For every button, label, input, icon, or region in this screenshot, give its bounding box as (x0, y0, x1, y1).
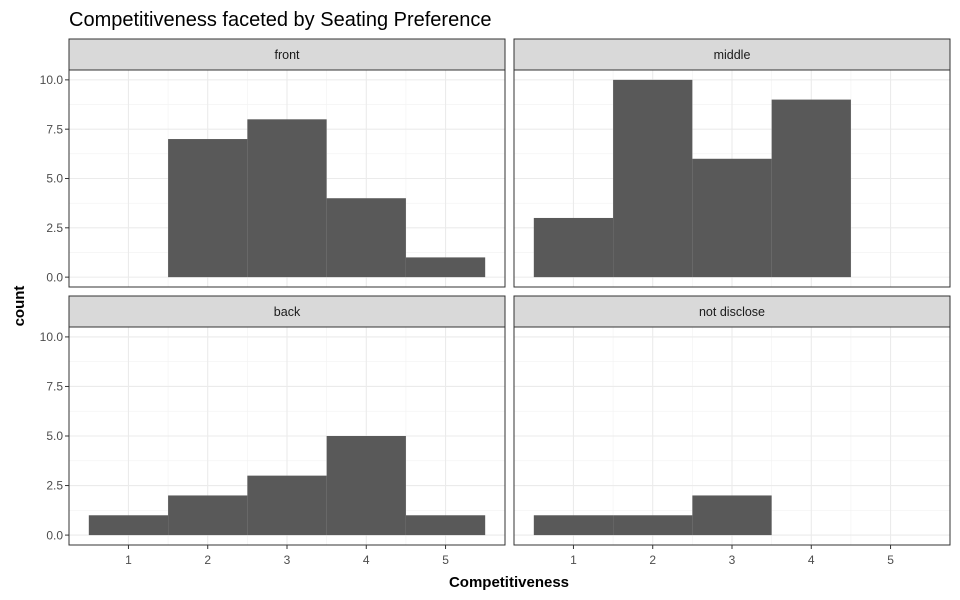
y-axis-title: count (11, 286, 28, 327)
x-axis-title: Competitiveness (449, 574, 569, 591)
histogram-bar (613, 79, 693, 278)
chart-title: Competitiveness faceted by Seating Prefe… (69, 9, 491, 31)
y-tick-label: 0.0 (46, 528, 63, 542)
facet-strip-label: not disclose (699, 305, 765, 319)
facet-panels: front 0.0 2.5 5.0 7.5 10.0 middle back 0.0 2.5 5.0… (40, 38, 951, 567)
facet-panel: not disclose 1 2 3 4 5 (513, 295, 951, 567)
x-tick-label: 4 (808, 553, 815, 567)
facet-strip-label: middle (714, 48, 751, 62)
histogram-bar (692, 495, 772, 536)
histogram-bar (405, 257, 486, 278)
histogram-bar (247, 475, 327, 536)
x-tick-label: 2 (204, 553, 211, 567)
x-tick-label: 3 (729, 553, 736, 567)
histogram-bars (533, 79, 851, 278)
y-tick-label: 7.5 (46, 122, 63, 136)
y-tick-label: 10.0 (40, 73, 64, 87)
x-tick-label: 5 (442, 553, 449, 567)
histogram-bar (326, 198, 406, 278)
y-tick-label: 5.0 (46, 172, 63, 186)
histogram-bar (533, 515, 614, 536)
facet-strip (513, 38, 951, 71)
histogram-bar (692, 158, 772, 278)
histogram-bar (88, 515, 169, 536)
y-tick-label: 2.5 (46, 221, 63, 235)
histogram-bars (88, 436, 486, 536)
facet-panel: front 0.0 2.5 5.0 7.5 10.0 (40, 38, 506, 288)
histogram-bars (168, 119, 486, 278)
x-tick-label: 2 (649, 553, 656, 567)
x-tick-label: 4 (363, 553, 370, 567)
facet-panel: middle (513, 38, 951, 288)
histogram-bar (326, 436, 406, 536)
histogram-bar (613, 515, 693, 536)
histogram-bar (771, 99, 851, 278)
histogram-bar (168, 495, 248, 536)
histogram-bar (405, 515, 486, 536)
y-tick-label: 10.0 (40, 330, 64, 344)
x-tick-label: 3 (284, 553, 291, 567)
facet-strip (68, 295, 506, 328)
panel-border (513, 69, 951, 288)
facet-panel: back 0.0 2.5 5.0 7.5 10.0 1 2 3 4 5 (40, 295, 506, 567)
y-tick-label: 7.5 (46, 380, 63, 394)
x-tick-label: 5 (887, 553, 894, 567)
histogram-bar (247, 119, 327, 278)
facet-strip-label: back (274, 305, 301, 319)
histogram-bars (533, 495, 772, 536)
y-tick-label: 2.5 (46, 479, 63, 493)
histogram-bar (168, 139, 248, 278)
facet-strip-label: front (274, 48, 300, 62)
x-tick-label: 1 (570, 553, 577, 567)
y-tick-label: 0.0 (46, 270, 63, 284)
facet-strip (513, 295, 951, 328)
x-tick-label: 1 (125, 553, 132, 567)
histogram-bar (533, 217, 614, 278)
facet-strip (68, 38, 506, 71)
y-tick-label: 5.0 (46, 429, 63, 443)
